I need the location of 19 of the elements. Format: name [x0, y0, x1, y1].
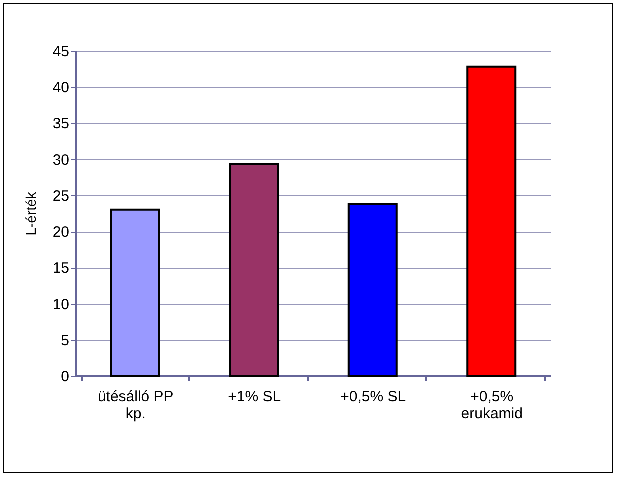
y-tick-label: 10 [52, 296, 70, 314]
y-tick-label: 25 [52, 188, 70, 205]
y-tick-label: 0 [61, 368, 70, 386]
x-tick-label: +1% SL [228, 388, 282, 406]
y-axis-title: L-érték [22, 191, 39, 236]
y-tick-label: 40 [52, 80, 70, 97]
bar [229, 163, 280, 377]
y-tick-label: 45 [52, 44, 70, 60]
x-tick-label: +0,5% SL [340, 388, 406, 406]
y-tick-label: 35 [52, 116, 70, 133]
bar [466, 66, 517, 377]
x-tick-label: +0,5% erukamid [461, 388, 523, 422]
bar [110, 208, 160, 377]
x-tick-label: ütésálló PP kp. [98, 388, 174, 422]
y-tick-label: 15 [52, 260, 70, 278]
y-tick-label: 30 [52, 152, 70, 169]
y-tick-label: 5 [61, 332, 70, 350]
y-tick-label: 20 [52, 224, 70, 242]
bar [348, 203, 398, 377]
